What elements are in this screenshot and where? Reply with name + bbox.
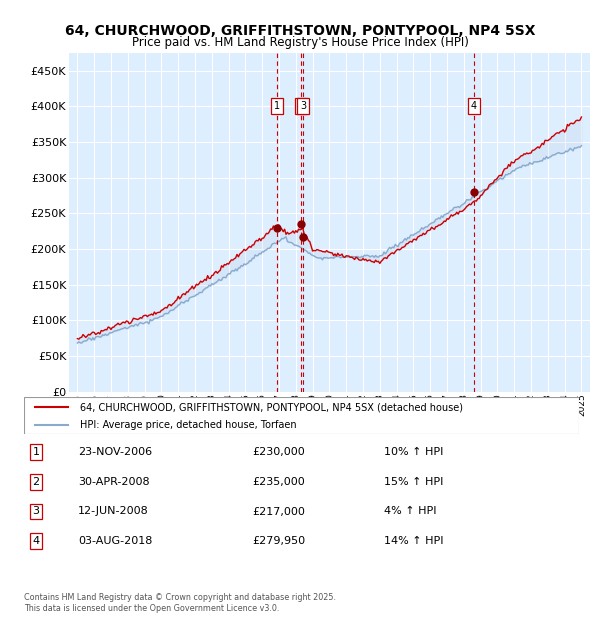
Text: 4% ↑ HPI: 4% ↑ HPI bbox=[384, 507, 437, 516]
Text: £230,000: £230,000 bbox=[252, 447, 305, 457]
Text: 4: 4 bbox=[32, 536, 40, 546]
Text: 30-APR-2008: 30-APR-2008 bbox=[78, 477, 149, 487]
Text: 4: 4 bbox=[471, 101, 477, 111]
Text: £217,000: £217,000 bbox=[252, 507, 305, 516]
FancyBboxPatch shape bbox=[24, 397, 579, 434]
Text: 23-NOV-2006: 23-NOV-2006 bbox=[78, 447, 152, 457]
Text: £235,000: £235,000 bbox=[252, 477, 305, 487]
Text: 1: 1 bbox=[32, 447, 40, 457]
Text: 03-AUG-2018: 03-AUG-2018 bbox=[78, 536, 152, 546]
Text: 1: 1 bbox=[274, 101, 280, 111]
Text: 3: 3 bbox=[32, 507, 40, 516]
Text: 10% ↑ HPI: 10% ↑ HPI bbox=[384, 447, 443, 457]
Text: 14% ↑ HPI: 14% ↑ HPI bbox=[384, 536, 443, 546]
Text: HPI: Average price, detached house, Torfaen: HPI: Average price, detached house, Torf… bbox=[79, 420, 296, 430]
Text: 64, CHURCHWOOD, GRIFFITHSTOWN, PONTYPOOL, NP4 5SX: 64, CHURCHWOOD, GRIFFITHSTOWN, PONTYPOOL… bbox=[65, 24, 535, 38]
Text: 3: 3 bbox=[300, 101, 307, 111]
Text: 2: 2 bbox=[298, 101, 304, 111]
Text: 64, CHURCHWOOD, GRIFFITHSTOWN, PONTYPOOL, NP4 5SX (detached house): 64, CHURCHWOOD, GRIFFITHSTOWN, PONTYPOOL… bbox=[79, 402, 463, 412]
Text: Price paid vs. HM Land Registry's House Price Index (HPI): Price paid vs. HM Land Registry's House … bbox=[131, 36, 469, 49]
Text: Contains HM Land Registry data © Crown copyright and database right 2025.
This d: Contains HM Land Registry data © Crown c… bbox=[24, 593, 336, 613]
Text: 12-JUN-2008: 12-JUN-2008 bbox=[78, 507, 149, 516]
Text: £279,950: £279,950 bbox=[252, 536, 305, 546]
Text: 2: 2 bbox=[32, 477, 40, 487]
Text: 15% ↑ HPI: 15% ↑ HPI bbox=[384, 477, 443, 487]
